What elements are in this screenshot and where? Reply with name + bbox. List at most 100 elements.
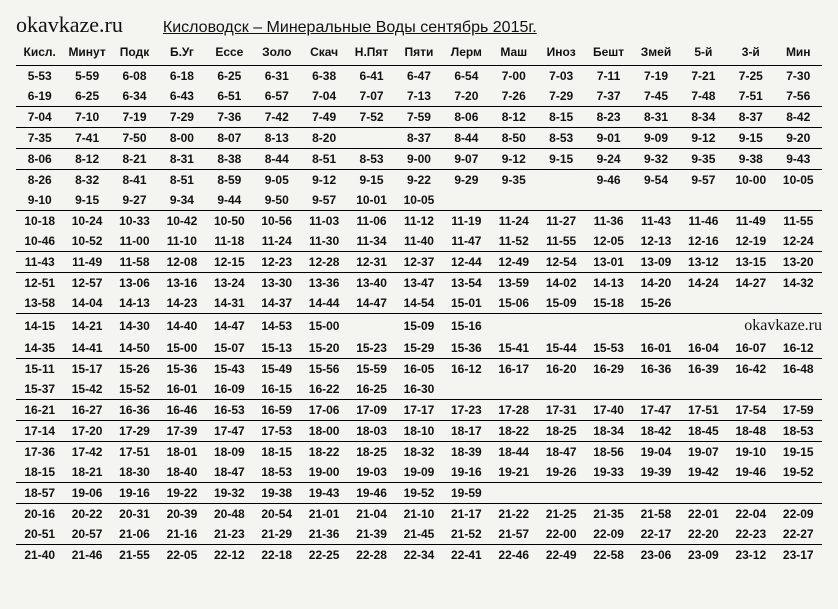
table-row: 5-535-596-086-186-256-316-386-416-476-54… xyxy=(16,66,822,87)
table-cell xyxy=(727,379,774,400)
table-cell: 9-12 xyxy=(490,149,537,170)
table-cell xyxy=(632,190,679,211)
table-cell: 6-34 xyxy=(111,86,158,107)
table-cell: 21-52 xyxy=(443,524,490,545)
table-cell: 14-13 xyxy=(111,293,158,314)
table-cell: 17-36 xyxy=(16,442,63,463)
table-cell: 7-25 xyxy=(727,66,774,87)
table-cell: 22-04 xyxy=(727,504,774,525)
table-cell: 18-48 xyxy=(727,421,774,442)
table-cell: 19-33 xyxy=(585,462,632,483)
table-cell: 11-52 xyxy=(490,231,537,252)
table-cell: 9-32 xyxy=(632,149,679,170)
table-cell: 7-00 xyxy=(490,66,537,87)
table-cell: 19-16 xyxy=(111,483,158,504)
table-cell: 11-30 xyxy=(300,231,347,252)
table-cell: 7-10 xyxy=(63,107,110,128)
table-cell: 15-09 xyxy=(537,293,584,314)
table-cell: 20-54 xyxy=(253,504,300,525)
table-cell: 8-53 xyxy=(348,149,395,170)
table-cell: 14-32 xyxy=(775,273,823,294)
table-cell: 15-00 xyxy=(300,314,347,339)
table-cell: 16-04 xyxy=(680,338,727,359)
table-cell: 11-55 xyxy=(775,211,823,232)
table-cell: 11-12 xyxy=(395,211,442,232)
table-cell: 17-39 xyxy=(158,421,205,442)
table-cell: 12-24 xyxy=(775,231,823,252)
table-cell: 21-01 xyxy=(300,504,347,525)
table-row: 12-5112-5713-0613-1613-2413-3013-3613-40… xyxy=(16,273,822,294)
table-cell: 19-38 xyxy=(253,483,300,504)
table-row: 6-196-256-346-436-516-577-047-077-137-20… xyxy=(16,86,822,107)
table-cell: 8-26 xyxy=(16,170,63,191)
table-cell: 16-36 xyxy=(111,400,158,421)
table-cell: 9-34 xyxy=(158,190,205,211)
table-row: 15-1115-1715-2615-3615-4315-4915-5615-59… xyxy=(16,359,822,380)
table-cell: 7-04 xyxy=(300,86,347,107)
table-cell: 15-52 xyxy=(111,379,158,400)
table-cell: 16-30 xyxy=(395,379,442,400)
table-cell: 14-02 xyxy=(537,273,584,294)
table-cell: 10-18 xyxy=(16,211,63,232)
table-cell: 21-06 xyxy=(111,524,158,545)
table-cell xyxy=(490,379,537,400)
table-cell: 15-42 xyxy=(63,379,110,400)
table-cell: 11-58 xyxy=(111,252,158,273)
table-cell: 22-20 xyxy=(680,524,727,545)
table-cell: 16-27 xyxy=(63,400,110,421)
table-column-header: Минут xyxy=(63,42,110,66)
table-column-header: Маш xyxy=(490,42,537,66)
table-cell: 14-23 xyxy=(158,293,205,314)
table-cell xyxy=(490,190,537,211)
table-cell: 18-40 xyxy=(158,462,205,483)
table-cell: 19-46 xyxy=(727,462,774,483)
table-cell: 8-53 xyxy=(537,128,584,149)
table-cell xyxy=(632,379,679,400)
table-cell: 9-44 xyxy=(206,190,253,211)
table-cell: 17-59 xyxy=(775,400,823,421)
table-cell: 11-18 xyxy=(206,231,253,252)
table-cell: 7-29 xyxy=(158,107,205,128)
table-row: 21-4021-4621-5522-0522-1222-1822-2522-28… xyxy=(16,545,822,566)
table-cell: 15-36 xyxy=(158,359,205,380)
table-cell: 8-59 xyxy=(206,170,253,191)
table-cell: 13-24 xyxy=(206,273,253,294)
table-cell: 16-01 xyxy=(158,379,205,400)
table-cell: 11-24 xyxy=(490,211,537,232)
table-cell xyxy=(585,379,632,400)
table-cell: 10-50 xyxy=(206,211,253,232)
table-cell: 13-30 xyxy=(253,273,300,294)
table-cell: 11-43 xyxy=(632,211,679,232)
table-cell: 18-17 xyxy=(443,421,490,442)
table-cell: 9-15 xyxy=(727,128,774,149)
table-cell: 18-25 xyxy=(537,421,584,442)
table-cell xyxy=(443,190,490,211)
table-row: 13-5814-0414-1314-2314-3114-3714-4414-47… xyxy=(16,293,822,314)
table-cell: 15-49 xyxy=(253,359,300,380)
table-cell: 17-09 xyxy=(348,400,395,421)
table-cell: 19-06 xyxy=(63,483,110,504)
table-cell: 16-15 xyxy=(253,379,300,400)
table-cell: 21-46 xyxy=(63,545,110,566)
table-cell: 19-26 xyxy=(537,462,584,483)
table-cell xyxy=(537,190,584,211)
table-cell: 17-17 xyxy=(395,400,442,421)
table-cell: 9-07 xyxy=(443,149,490,170)
table-cell: 15-41 xyxy=(490,338,537,359)
table-cell: 9-54 xyxy=(632,170,679,191)
table-cell: 8-51 xyxy=(300,149,347,170)
table-cell: 9-09 xyxy=(632,128,679,149)
table-cell: 14-21 xyxy=(63,314,110,339)
table-cell: 13-01 xyxy=(585,252,632,273)
table-cell: 8-13 xyxy=(253,128,300,149)
table-cell: 9-57 xyxy=(680,170,727,191)
table-cell: 18-01 xyxy=(158,442,205,463)
table-cell: 16-20 xyxy=(537,359,584,380)
table-cell: 19-59 xyxy=(443,483,490,504)
table-cell: 12-51 xyxy=(16,273,63,294)
table-cell: 16-39 xyxy=(680,359,727,380)
table-row: 14-3514-4114-5015-0015-0715-1315-2015-23… xyxy=(16,338,822,359)
table-cell: 17-14 xyxy=(16,421,63,442)
table-cell: 7-37 xyxy=(585,86,632,107)
table-cell: 10-00 xyxy=(727,170,774,191)
